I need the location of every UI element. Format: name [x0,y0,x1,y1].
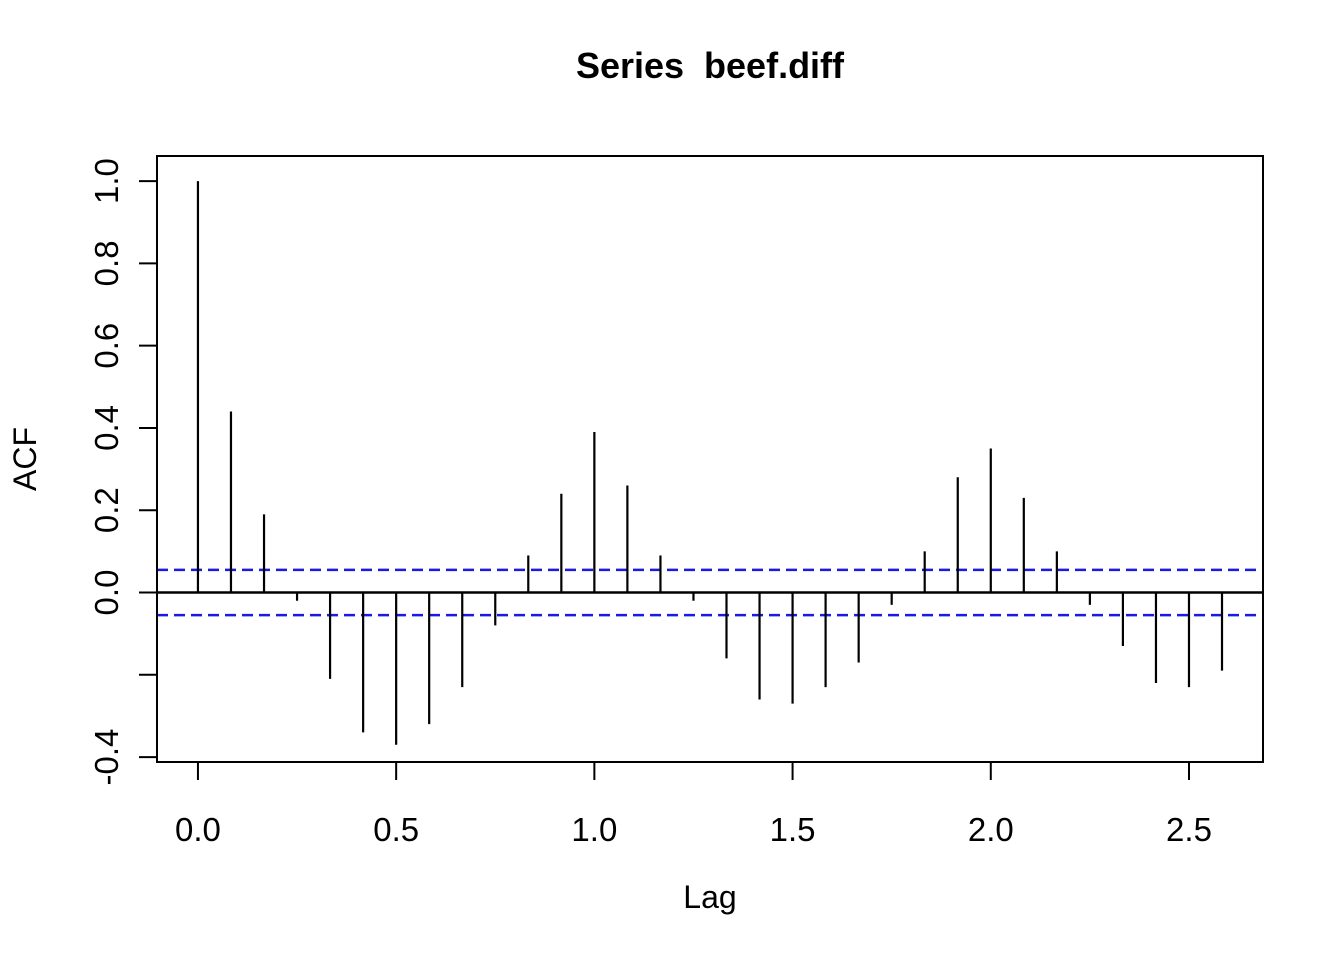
acf-spikes [196,181,1224,745]
confidence-interval-lines [157,568,1263,617]
x-tick-label: 0.0 [175,811,221,848]
x-tick-label: 1.0 [571,811,617,848]
plot-box-group [156,155,1264,763]
y-tick-label: -0.4 [88,729,125,786]
y-tick-label: 0.0 [88,570,125,616]
y-axis-tick-labels: 1.0 0.8 0.6 0.4 0.2 0.0 -0.4 [88,158,125,785]
y-tick-label: 0.4 [88,405,125,451]
y-tick-label: 1.0 [88,158,125,204]
y-axis-label: ACF [7,427,43,491]
x-tick-label: 0.5 [373,811,419,848]
chart-title: Series beef.diff [576,45,845,86]
y-axis-ticks [139,180,157,759]
x-axis-ticks [196,762,1190,780]
x-axis-label: Lag [683,879,736,915]
x-tick-label: 2.0 [968,811,1014,848]
y-tick-label: 0.6 [88,323,125,369]
plot-box [156,155,1264,763]
x-tick-label: 1.5 [770,811,816,848]
y-tick-label: 0.2 [88,487,125,533]
y-tick-label: 0.8 [88,240,125,286]
x-tick-label: 2.5 [1166,811,1212,848]
x-axis-tick-labels: 0.0 0.5 1.0 1.5 2.0 2.5 [175,811,1212,848]
